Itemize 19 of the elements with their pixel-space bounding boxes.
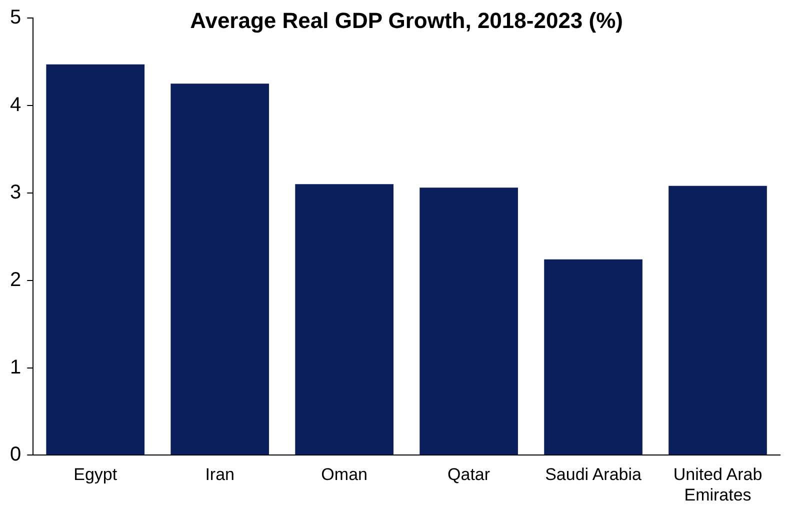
bar [544,259,642,455]
x-tick-label: Qatar [448,465,490,484]
y-tick-label: 2 [10,268,22,291]
bar [46,64,145,455]
chart-title: Average Real GDP Growth, 2018-2023 (%) [190,8,623,34]
x-tick-label: Iran [205,465,234,484]
x-tick-label: Egypt [74,465,118,484]
y-tick-label: 3 [10,181,22,204]
y-tick-label: 1 [10,356,22,378]
x-tick-label: United Arab Emirates [673,465,762,504]
bar [295,184,394,455]
bar [668,186,767,455]
bar [170,84,270,455]
x-tick-label: Saudi Arabia [545,465,642,484]
bar [420,188,518,455]
x-tick-label: Oman [321,465,368,484]
y-tick-label: 0 [10,444,22,466]
y-tick-label: 4 [10,94,22,116]
y-tick-label: 5 [10,6,22,29]
